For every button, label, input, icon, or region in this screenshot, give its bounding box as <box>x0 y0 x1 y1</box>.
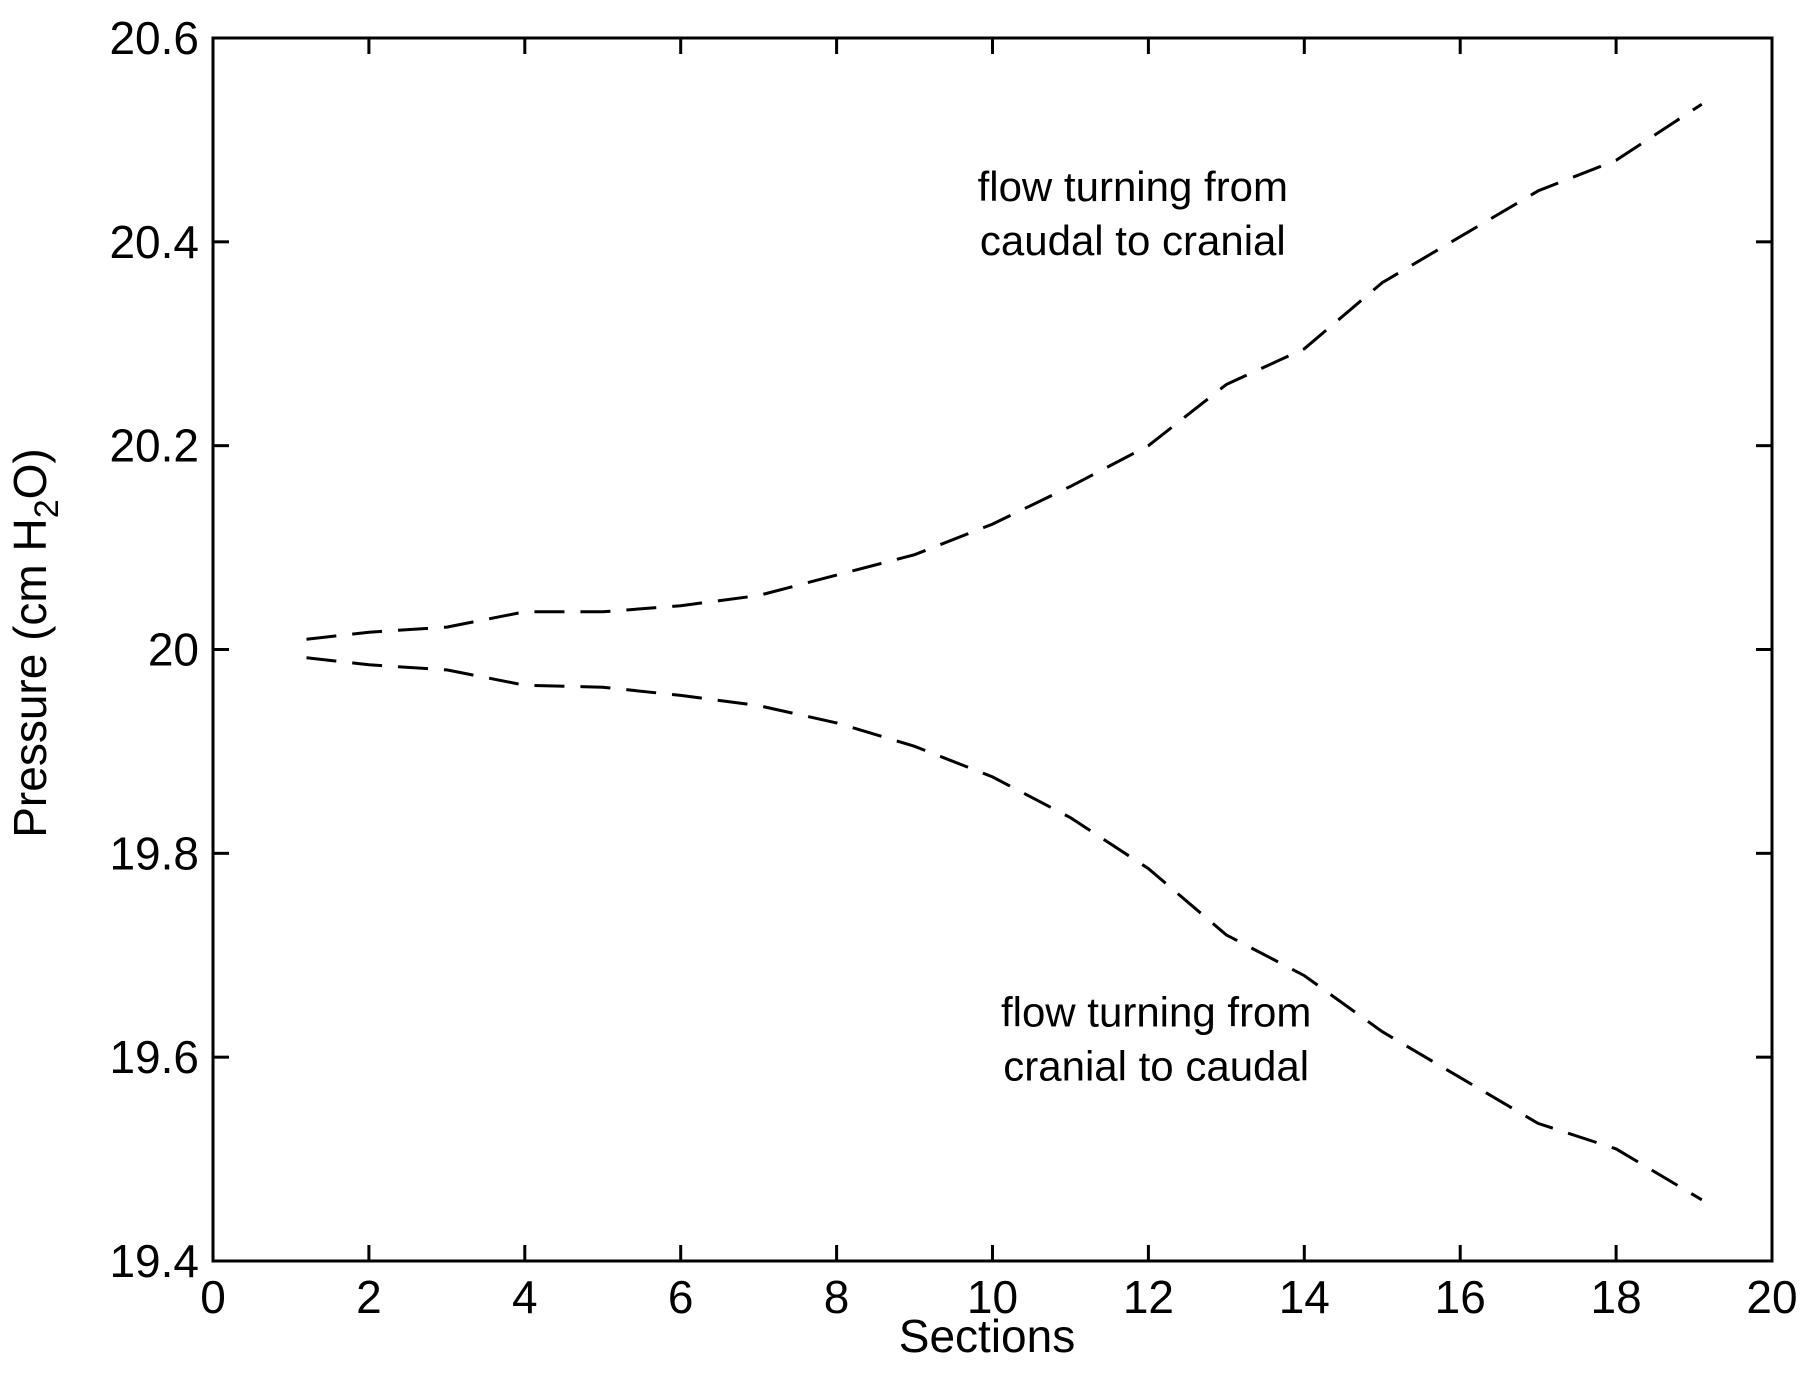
annotation-line: cranial to caudal <box>1003 1043 1309 1090</box>
x-axis-title: Sections <box>899 1310 1075 1362</box>
y-tick-label: 20.4 <box>109 216 199 268</box>
annotation-line: flow turning from <box>978 163 1288 210</box>
x-tick-label: 12 <box>1123 1271 1174 1323</box>
x-tick-label: 2 <box>356 1271 382 1323</box>
y-tick-label: 19.8 <box>109 827 199 879</box>
y-axis-title-suffix: O) <box>4 448 56 499</box>
y-tick-label: 20.2 <box>109 420 199 472</box>
x-tick-label: 4 <box>512 1271 538 1323</box>
annotation-upper: flow turning from caudal to cranial <box>978 163 1288 264</box>
x-tick-label: 20 <box>1746 1271 1797 1323</box>
x-tick-label: 0 <box>200 1271 226 1323</box>
annotation-line: flow turning from <box>1001 989 1311 1036</box>
x-tick-labels: 0 2 4 6 8 10 12 14 16 18 20 <box>200 1271 1797 1323</box>
y-tick-label: 20.6 <box>109 12 199 64</box>
x-tick-label: 16 <box>1435 1271 1486 1323</box>
y-axis-title-prefix: Pressure (cm H <box>4 518 56 837</box>
x-tick-label: 14 <box>1279 1271 1330 1323</box>
annotation-lower: flow turning from cranial to caudal <box>1001 989 1311 1090</box>
x-tick-label: 8 <box>824 1271 850 1323</box>
annotation-line: caudal to cranial <box>980 217 1286 264</box>
series-line-upper <box>306 102 1703 641</box>
y-tick-label: 20 <box>148 624 199 676</box>
x-tick-label: 10 <box>967 1271 1018 1323</box>
y-axis-title: Pressure (cm H2O) <box>4 448 66 838</box>
series-line-lower <box>306 656 1703 1202</box>
data-series <box>306 102 1703 1202</box>
tick-marks <box>211 36 1774 1263</box>
x-tick-label: 6 <box>668 1271 694 1323</box>
y-tick-label: 19.6 <box>109 1031 199 1083</box>
y-tick-label: 19.4 <box>109 1235 199 1287</box>
x-tick-label: 18 <box>1591 1271 1642 1323</box>
y-tick-labels: 19.4 19.6 19.8 20 20.2 20.4 20.6 <box>109 12 199 1287</box>
y-axis-title-subscript: 2 <box>28 499 66 518</box>
